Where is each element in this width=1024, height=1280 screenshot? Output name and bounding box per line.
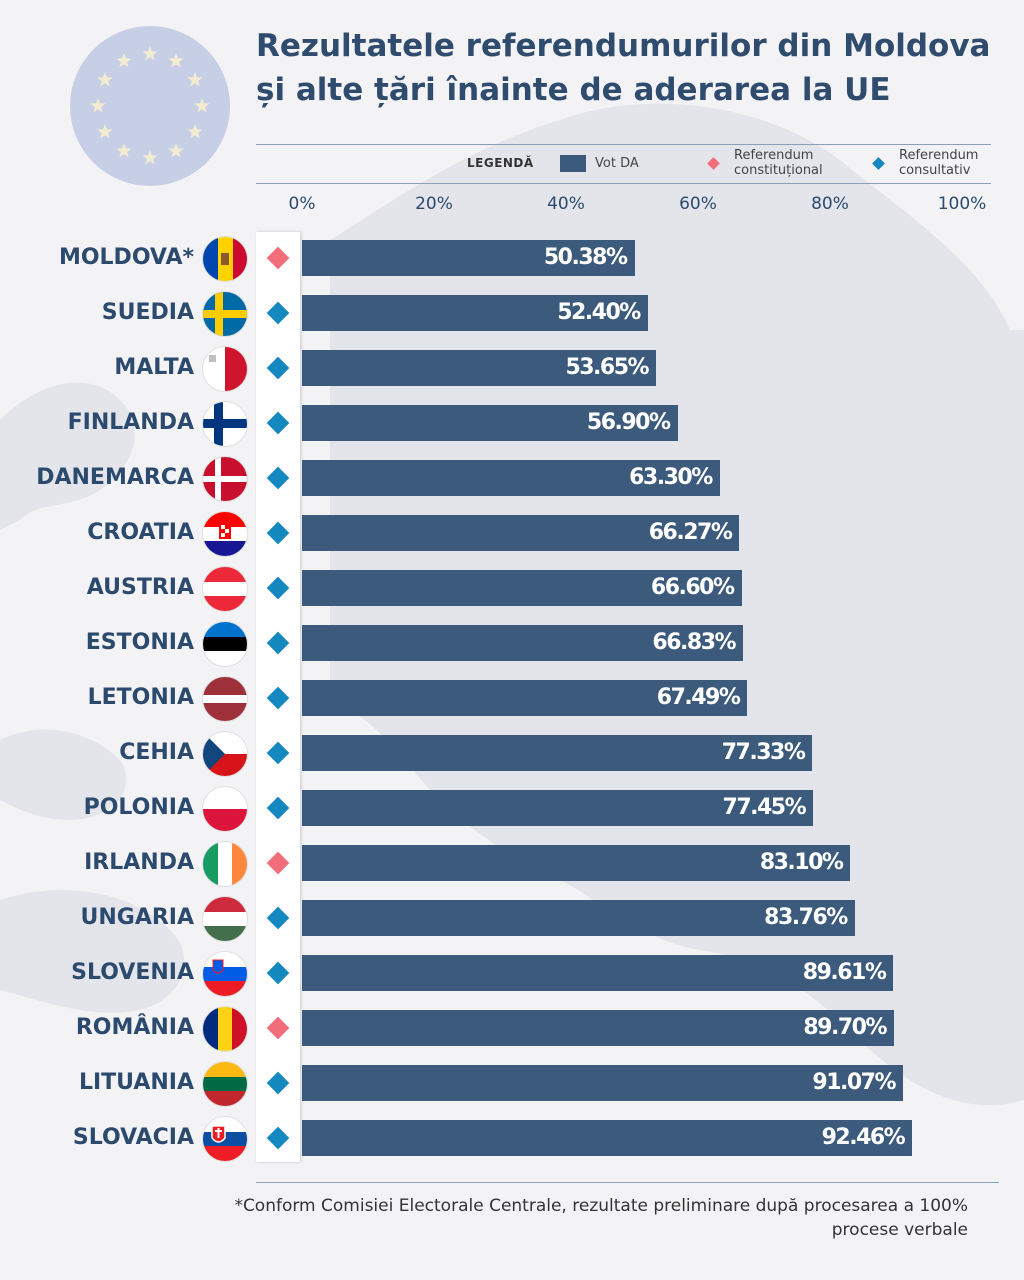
footnote: *Conform Comisiei Electorale Centrale, r…: [234, 1196, 968, 1240]
eu-star-icon: [116, 53, 132, 68]
country-label: LITUANIA: [78, 1070, 194, 1095]
x-tick-label: 80%: [811, 194, 849, 214]
eu-flag-icon: [70, 26, 230, 186]
bar-value-label: 66.60%: [650, 575, 735, 600]
bar-value-label: 66.27%: [648, 520, 733, 545]
eu-star-icon: [168, 53, 184, 68]
bar: [302, 1120, 913, 1156]
country-flag-icon: [202, 346, 248, 392]
country-flag-icon: [202, 401, 248, 447]
country-label: IRLANDA: [84, 850, 194, 875]
bar-value-label: 66.83%: [652, 630, 736, 655]
country-flag-icon: [202, 236, 248, 282]
country-label: DANEMARCA: [36, 465, 194, 490]
bar-value-label: 89.61%: [802, 960, 887, 985]
country-flag-icon: [202, 786, 248, 832]
country-flag-icon: [202, 951, 248, 997]
country-label: SUEDIA: [101, 300, 194, 325]
country-label: SLOVACIA: [72, 1125, 194, 1150]
bar: [302, 515, 740, 551]
x-tick-label: 100%: [937, 194, 987, 214]
x-tick-label: 40%: [547, 194, 585, 214]
eu-star-icon: [116, 143, 132, 158]
bar: [302, 900, 855, 936]
bar: [302, 955, 894, 991]
bar: [302, 460, 720, 496]
country-flag-icon: [202, 896, 248, 942]
eu-star-icon: [97, 72, 113, 87]
page-title: Rezultatele referendumurilor din Moldova…: [256, 28, 991, 108]
country-label: POLONIA: [83, 795, 194, 820]
bar: [302, 570, 742, 606]
eu-star-icon: [187, 124, 203, 139]
bar-value-label: 67.49%: [656, 685, 741, 710]
bar: [302, 1010, 895, 1046]
legend-title: LEGENDĂ: [467, 156, 534, 170]
bar: [302, 845, 851, 881]
bar-value-label: 56.90%: [586, 410, 671, 435]
bar-value-label: 83.76%: [764, 905, 848, 930]
bar: [302, 1065, 904, 1101]
country-flag-icon: [202, 566, 248, 612]
legend-swatch-vote-yes: [560, 155, 586, 172]
country-flag-icon: [202, 1116, 248, 1162]
bar-value-label: 53.65%: [565, 355, 649, 380]
bar: [302, 625, 744, 661]
country-label: AUSTRIA: [86, 575, 194, 600]
country-label: ROMÂNIA: [75, 1015, 194, 1040]
country-label: CROATIA: [87, 520, 194, 545]
country-label: ESTONIA: [85, 630, 194, 655]
bar-value-label: 52.40%: [557, 300, 641, 325]
country-label: MOLDOVA*: [58, 245, 194, 270]
bar: [302, 350, 657, 386]
bar: [302, 240, 635, 276]
bar-value-label: 77.33%: [721, 740, 806, 765]
bar-value-label: 63.30%: [629, 465, 713, 490]
legend-diamond-consultative-icon: [872, 157, 885, 170]
country-label: FINLANDA: [67, 410, 194, 435]
country-flag-icon: [202, 731, 248, 777]
eu-star-icon: [97, 124, 113, 139]
legend-diamond-constitutional-icon: [707, 157, 720, 170]
country-flag-icon: [202, 511, 248, 557]
country-flag-icon: [202, 1006, 248, 1052]
bar-value-label: 91.07%: [812, 1070, 896, 1095]
x-tick-label: 60%: [679, 194, 717, 214]
bar-value-label: 92.46%: [821, 1125, 906, 1150]
country-label: SLOVENIA: [71, 960, 194, 985]
country-label: LETONIA: [87, 685, 194, 710]
x-tick-label: 20%: [415, 194, 453, 214]
x-tick-label: 0%: [288, 194, 316, 214]
eu-star-icon: [142, 150, 158, 165]
bar-value-label: 83.10%: [759, 850, 844, 875]
country-flag-icon: [202, 676, 248, 722]
country-flag-icon: [202, 456, 248, 502]
eu-star-icon: [142, 46, 158, 61]
country-flag-icon: [202, 1061, 248, 1107]
legend-label-vote-yes: Vot DA: [595, 156, 639, 171]
eu-star-icon: [90, 98, 106, 113]
country-flag-icon: [202, 841, 248, 887]
country-flag-icon: [202, 291, 248, 337]
legend-label-constitutional: Referendum constituțional: [734, 148, 823, 178]
bar-value-label: 50.38%: [543, 245, 628, 270]
footnote-divider: [256, 1182, 999, 1183]
country-label: UNGARIA: [80, 905, 194, 930]
eu-star-icon: [194, 98, 210, 113]
country-label: CEHIA: [119, 740, 194, 765]
legend: LEGENDĂ Vot DA Referendum constituțional…: [256, 144, 991, 184]
bar-value-label: 89.70%: [803, 1015, 887, 1040]
bar: [302, 680, 748, 716]
bar-value-label: 77.45%: [722, 795, 807, 820]
legend-label-consultative: Referendum consultativ: [899, 148, 979, 178]
eu-star-icon: [187, 72, 203, 87]
bar: [302, 790, 814, 826]
bar: [302, 735, 813, 771]
eu-star-icon: [168, 143, 184, 158]
country-label: MALTA: [114, 355, 194, 380]
country-flag-icon: [202, 621, 248, 667]
bar: [302, 295, 648, 331]
bar: [302, 405, 678, 441]
